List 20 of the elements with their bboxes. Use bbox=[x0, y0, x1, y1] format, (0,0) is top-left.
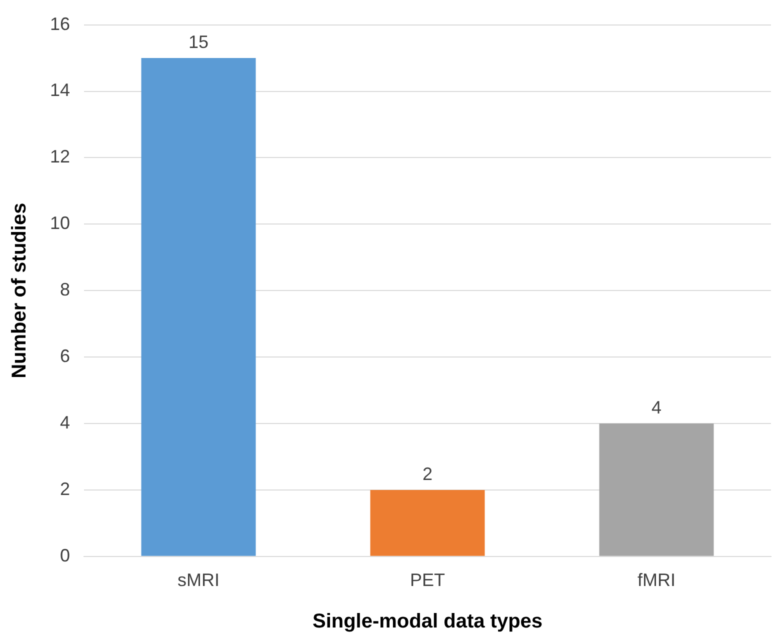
y-axis-title: Number of studies bbox=[8, 202, 31, 378]
x-tick-label: PET bbox=[410, 570, 446, 590]
y-tick-label: 12 bbox=[50, 146, 70, 167]
data-label: 15 bbox=[188, 32, 209, 52]
data-label: 2 bbox=[422, 464, 433, 484]
bar bbox=[599, 424, 714, 556]
bar bbox=[141, 58, 256, 556]
x-tick-label: sMRI bbox=[178, 570, 220, 590]
x-tick-label: fMRI bbox=[638, 570, 676, 590]
data-label: 4 bbox=[651, 397, 662, 418]
y-tick-label: 14 bbox=[50, 80, 70, 100]
y-tick-label: 16 bbox=[50, 14, 70, 34]
x-axis-title: Single-modal data types bbox=[312, 610, 543, 633]
y-tick-label: 4 bbox=[60, 412, 70, 432]
y-tick-label: 10 bbox=[50, 213, 70, 234]
y-tick-label: 6 bbox=[60, 346, 70, 366]
y-tick-label: 2 bbox=[60, 478, 70, 499]
y-tick-label: 8 bbox=[60, 280, 70, 300]
y-tick-label: 0 bbox=[60, 545, 70, 566]
bar bbox=[370, 490, 485, 556]
